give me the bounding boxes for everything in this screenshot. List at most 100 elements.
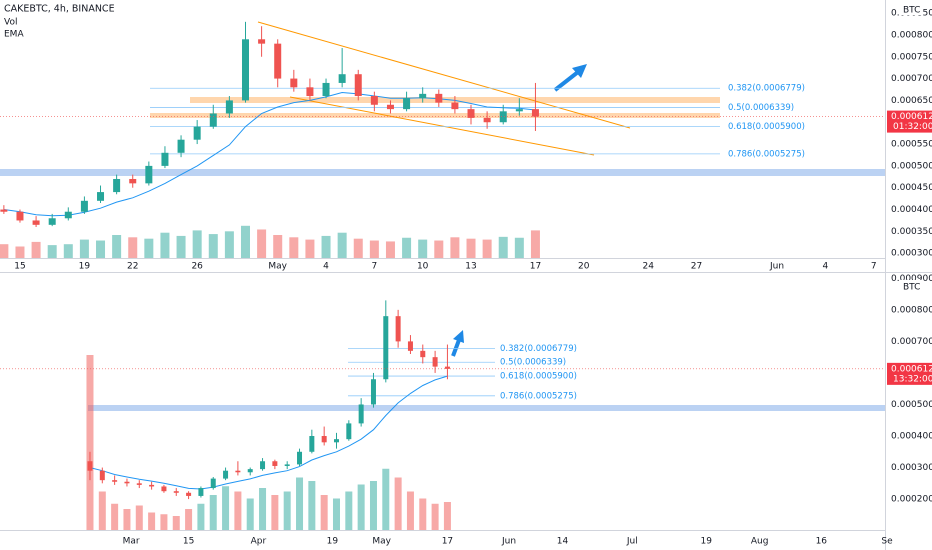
volume-bar [144, 238, 154, 258]
volume-bar [353, 238, 363, 258]
x-tick-label: 19 [701, 537, 713, 547]
volume-bar [337, 232, 347, 258]
volume-bar [369, 481, 377, 530]
x-tick-label: May [268, 262, 287, 272]
volume-bar [0, 244, 9, 258]
candle-body [272, 461, 278, 466]
x-tick-label: May [372, 537, 391, 547]
candle-body [432, 357, 438, 367]
x-tick-label: 19 [327, 537, 339, 547]
candle-body [161, 152, 169, 166]
candle-body [467, 109, 475, 118]
symbol-title: CAKEBTC, 4h, BINANCE [4, 4, 115, 15]
trend-line [289, 96, 595, 156]
candle-body [241, 39, 249, 101]
volume-bar [431, 503, 439, 530]
volume-bar [443, 502, 451, 530]
volume-bar [434, 240, 444, 258]
arrow [553, 70, 580, 92]
volume-bar [112, 235, 122, 258]
volume-bar [273, 235, 283, 258]
x-tick-label: 15 [183, 537, 194, 547]
x-tick-label: 10 [417, 262, 429, 272]
candle-body [99, 470, 105, 481]
x-tick-label: 20 [578, 262, 590, 272]
candle-body [306, 87, 314, 97]
ema-line [3, 91, 536, 217]
volume-bar [172, 516, 180, 530]
indicator-label: Vol [4, 18, 17, 28]
volume-bar [406, 491, 414, 530]
resistance-band [150, 113, 720, 118]
candle-body [113, 178, 121, 193]
x-tick-label: Jul [626, 537, 638, 547]
candle-body [407, 341, 413, 351]
volume-bar [394, 477, 402, 530]
x-tick-label: Se [881, 537, 893, 547]
volume-bar [305, 239, 315, 258]
currency-box [900, 3, 922, 15]
candle-body [193, 126, 201, 140]
candle-body [435, 93, 443, 103]
volume-bar [308, 481, 316, 530]
candle-body [370, 379, 376, 405]
arrow-head [572, 64, 587, 78]
volume-bar [222, 486, 230, 530]
candle-body [64, 211, 72, 219]
volume-bar [283, 491, 291, 530]
indicator-label: EMA [4, 30, 24, 40]
candle-body [260, 461, 266, 470]
trend-line [257, 21, 631, 129]
candle-body [149, 484, 155, 487]
volume-bar [466, 238, 476, 258]
volume-bar [402, 237, 412, 258]
currency-box [900, 280, 922, 292]
x-tick-label: 17 [530, 262, 541, 272]
volume-bar [192, 230, 202, 258]
volume-bar [418, 239, 428, 258]
candle-body [87, 461, 93, 471]
x-tick-label: 17 [442, 537, 453, 547]
volume-bar [234, 491, 242, 530]
candle-body [499, 111, 507, 123]
candle-body [161, 486, 167, 492]
volume-bar [86, 355, 94, 530]
x-tick-label: 4 [323, 262, 329, 272]
volume-bar [320, 495, 328, 530]
candle-body [383, 316, 389, 380]
last-price: 0.0006129 [891, 112, 932, 122]
candle-body [338, 74, 346, 83]
x-tick-label: 4 [823, 262, 829, 272]
fib-label: 0.5(0.0006339) [728, 103, 794, 113]
candle-body [297, 451, 303, 465]
candle-body [136, 483, 142, 485]
candle-body [16, 211, 24, 221]
x-tick-label: 7 [371, 262, 377, 272]
x-tick-label: 22 [127, 262, 138, 272]
fib-label: 0.618(0.0005900) [500, 372, 577, 382]
volume-bar [321, 235, 331, 258]
volume-bar [271, 495, 279, 530]
volume-bar [197, 503, 205, 530]
volume-bar [148, 512, 156, 530]
currency: BTC [903, 6, 920, 16]
currency: BTC [903, 283, 920, 293]
volume-bar [160, 514, 168, 530]
x-tick-label: Jun [769, 262, 784, 272]
volume-bar [289, 237, 299, 258]
candle-body [32, 220, 40, 225]
y-tick-label: 0.0009000 [891, 274, 932, 284]
volume-bar [296, 477, 304, 530]
candle-body [173, 491, 179, 493]
ema-line [89, 375, 448, 490]
volume-bar [31, 241, 41, 258]
volume-bar [240, 225, 250, 258]
